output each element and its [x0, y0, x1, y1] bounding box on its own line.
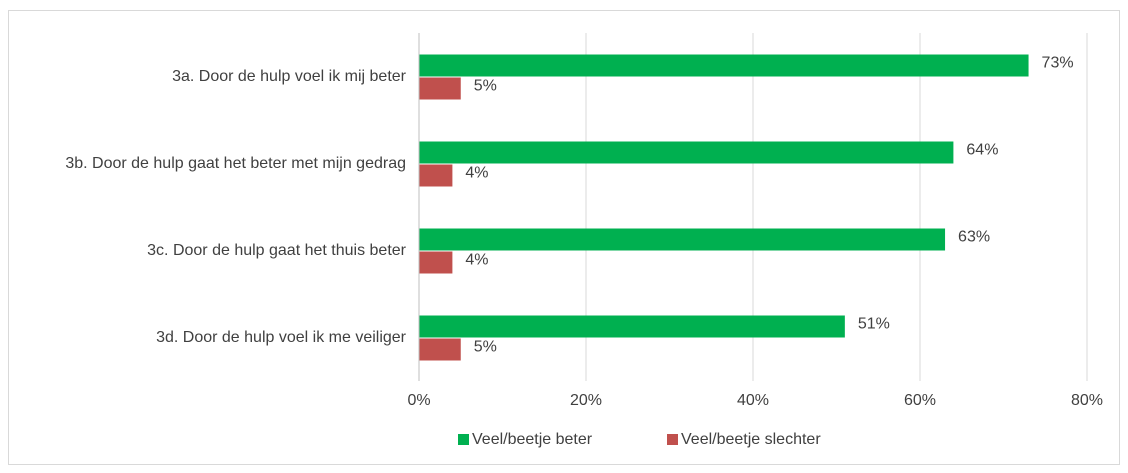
x-tick-label: 0%: [407, 392, 430, 409]
legend-label: Veel/beetje beter: [472, 431, 593, 448]
data-label: 64%: [966, 142, 998, 159]
data-label: 5%: [474, 78, 497, 95]
data-label: 51%: [858, 316, 890, 333]
legend-swatch: [667, 434, 678, 445]
data-label: 5%: [474, 339, 497, 356]
category-text: 3d. Door de hulp voel ik me veiliger: [156, 328, 406, 346]
category-text: 3b. Door de hulp gaat het beter met mijn…: [65, 154, 406, 172]
data-label: 73%: [1042, 55, 1074, 72]
bar: [419, 164, 453, 187]
x-tick-label: 20%: [570, 392, 602, 409]
x-tick-label: 60%: [904, 392, 936, 409]
legend-label: Veel/beetje slechter: [681, 431, 821, 448]
category-label: 3d. Door de hulp voel ik me veiliger: [20, 328, 406, 348]
bar: [419, 141, 954, 164]
category-text: 3c. Door de hulp gaat het thuis beter: [147, 241, 406, 259]
category-label: 3a. Door de hulp voel ik mij beter: [20, 67, 406, 87]
bar: [419, 315, 845, 338]
x-tick-label: 80%: [1071, 392, 1103, 409]
bar: [419, 338, 461, 361]
bar: [419, 54, 1029, 77]
legend-swatch: [458, 434, 469, 445]
data-label: 4%: [465, 165, 488, 182]
bar: [419, 251, 453, 274]
data-label: 63%: [958, 229, 990, 246]
x-tick-label: 40%: [737, 392, 769, 409]
category-text: 3a. Door de hulp voel ik mij beter: [172, 67, 406, 85]
bar: [419, 228, 946, 251]
data-label: 4%: [465, 252, 488, 269]
category-label: 3c. Door de hulp gaat het thuis beter: [20, 241, 406, 261]
bar: [419, 77, 461, 100]
category-label: 3b. Door de hulp gaat het beter met mijn…: [20, 154, 406, 174]
